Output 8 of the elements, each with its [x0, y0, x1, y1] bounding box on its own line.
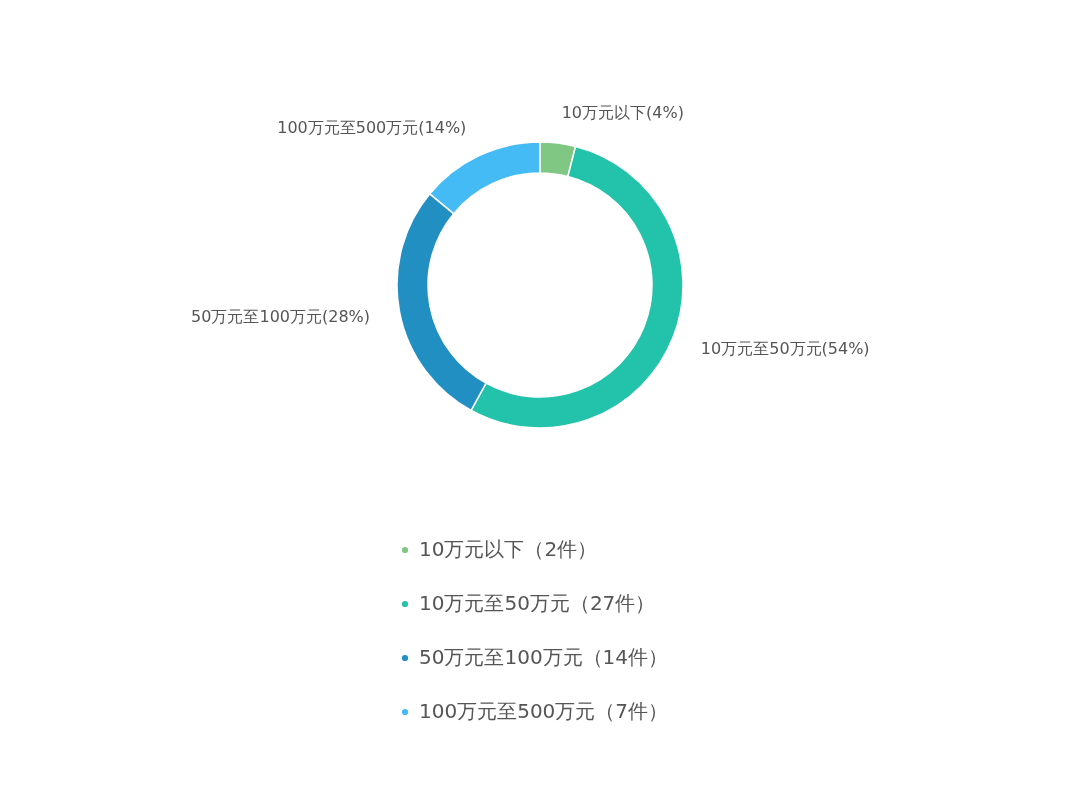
legend-label: 50万元至100万元（14件）: [419, 645, 669, 669]
legend-label: 10万元至50万元（27件）: [419, 591, 656, 615]
data-label: 10万元至50万元(54%): [700, 338, 870, 358]
data-label: 10万元以下(4%): [561, 103, 684, 123]
legend-label: 100万元至500万元（7件）: [419, 699, 669, 723]
legend-label: 10万元以下（2件）: [419, 537, 598, 561]
data-label: 100万元至500万元(14%): [277, 118, 467, 138]
data-label: 50万元至100万元(28%): [191, 307, 371, 327]
